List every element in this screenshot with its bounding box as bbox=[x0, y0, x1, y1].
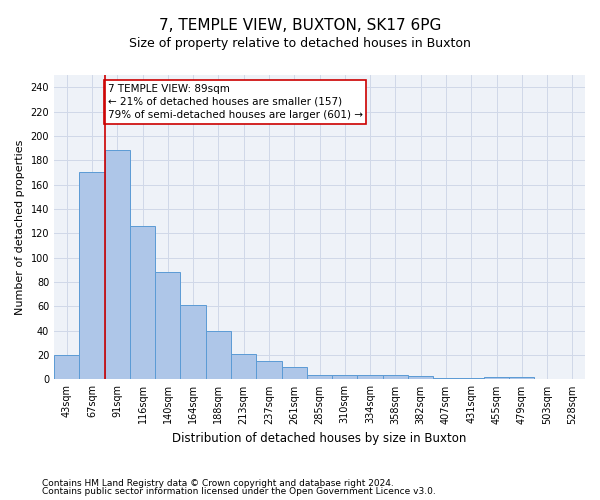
Text: 7, TEMPLE VIEW, BUXTON, SK17 6PG: 7, TEMPLE VIEW, BUXTON, SK17 6PG bbox=[159, 18, 441, 32]
Y-axis label: Number of detached properties: Number of detached properties bbox=[15, 140, 25, 315]
Bar bbox=[408, 376, 433, 380]
Bar bbox=[256, 361, 281, 380]
Bar bbox=[433, 378, 458, 380]
Bar bbox=[104, 150, 130, 380]
Text: 7 TEMPLE VIEW: 89sqm
← 21% of detached houses are smaller (157)
79% of semi-deta: 7 TEMPLE VIEW: 89sqm ← 21% of detached h… bbox=[107, 84, 362, 120]
Bar bbox=[231, 354, 256, 380]
Bar bbox=[206, 330, 231, 380]
Bar bbox=[332, 374, 358, 380]
Bar bbox=[79, 172, 104, 380]
Bar bbox=[155, 272, 181, 380]
Bar bbox=[484, 377, 509, 380]
X-axis label: Distribution of detached houses by size in Buxton: Distribution of detached houses by size … bbox=[172, 432, 467, 445]
Text: Contains public sector information licensed under the Open Government Licence v3: Contains public sector information licen… bbox=[42, 487, 436, 496]
Bar bbox=[130, 226, 155, 380]
Bar bbox=[458, 378, 484, 380]
Bar bbox=[383, 374, 408, 380]
Bar bbox=[358, 374, 383, 380]
Bar bbox=[181, 305, 206, 380]
Text: Contains HM Land Registry data © Crown copyright and database right 2024.: Contains HM Land Registry data © Crown c… bbox=[42, 478, 394, 488]
Bar bbox=[509, 377, 535, 380]
Text: Size of property relative to detached houses in Buxton: Size of property relative to detached ho… bbox=[129, 38, 471, 51]
Bar bbox=[54, 355, 79, 380]
Bar bbox=[307, 374, 332, 380]
Bar bbox=[281, 368, 307, 380]
